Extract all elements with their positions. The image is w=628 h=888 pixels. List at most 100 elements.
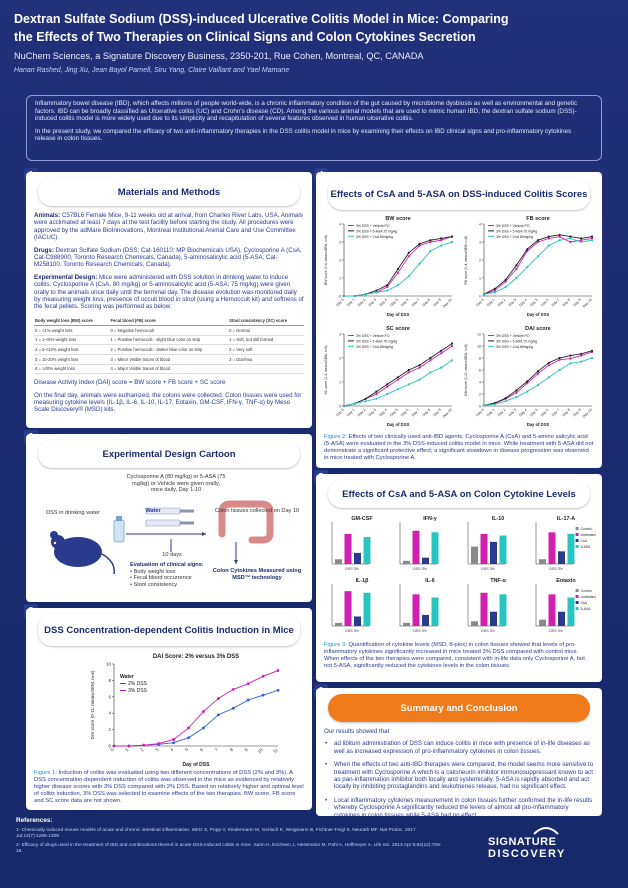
data-point — [375, 397, 378, 400]
data-point — [536, 255, 540, 258]
data-point — [342, 294, 346, 298]
data-point — [547, 237, 550, 240]
table-cell: 1 = Positive hemoccult - slight blue col… — [109, 335, 229, 346]
y-tick-label: 2 — [339, 259, 341, 263]
data-point — [396, 378, 400, 381]
panel-1-body: Animals: C57BL6 Female Mice, 9-11 weeks … — [34, 212, 304, 419]
data-point — [375, 392, 378, 396]
summary-item: When the effects of two anti-IBD therapi… — [324, 761, 594, 791]
series-line — [344, 236, 453, 297]
legend-title: Water — [120, 674, 134, 680]
data-point — [187, 736, 190, 740]
cytokine-panel-title: IL-17-A — [557, 516, 575, 522]
data-point — [342, 404, 346, 408]
data-point — [261, 693, 265, 697]
data-point — [429, 240, 432, 244]
data-point — [407, 383, 410, 386]
x-axis-label: Day of DSS — [183, 762, 211, 768]
chart-title: FB score — [526, 216, 550, 222]
x-tick-label: Day 4 — [378, 298, 387, 307]
cytokine-bar — [499, 594, 507, 626]
data-point — [157, 742, 161, 745]
intro-paragraph-1: Inflammatory bowel disease (IBD), which … — [35, 100, 578, 123]
legend-label: 2% DSS — [128, 681, 148, 687]
data-point — [440, 349, 443, 352]
data-point — [142, 743, 146, 747]
evaluation-item: • Body weight loss — [130, 568, 176, 575]
data-point — [536, 239, 540, 242]
x-tick-label: Day 5 — [529, 408, 538, 417]
water-bottle-icon — [113, 516, 125, 543]
panel-dss-concentration: DSS Concentration-dependent Colitis Indu… — [26, 608, 312, 810]
data-point — [418, 244, 421, 247]
data-point — [547, 364, 550, 367]
group-label: DSS 3% — [481, 567, 495, 571]
y-tick-label: 4 — [479, 223, 481, 227]
legend-label: 3% DSS + Vehicle PO — [496, 334, 530, 338]
legend-label: CsA — [581, 601, 588, 605]
panel-1-title: Materials and Methods — [38, 178, 300, 206]
x-tick-label: Day 1 — [346, 408, 355, 417]
evaluation-item: • Stool consistency — [130, 581, 178, 588]
cytokine-bar — [548, 594, 556, 626]
logo-mark-icon — [533, 827, 559, 835]
x-tick-label: 3 — [154, 747, 160, 753]
data-point — [482, 404, 486, 407]
chart-title: BW score — [385, 216, 410, 222]
data-point — [569, 237, 572, 240]
data-point — [440, 239, 443, 242]
x-tick-label: 4 — [169, 747, 175, 753]
panel-6-title: Summary and Conclusion — [328, 694, 590, 722]
legend-label: 3% DSS + Vehicle PO — [356, 334, 390, 338]
data-point — [429, 371, 432, 374]
x-tick-label: 5 — [184, 747, 190, 753]
legend-label: Control — [581, 589, 592, 593]
data-point — [429, 356, 432, 360]
data-point — [493, 291, 496, 294]
table-row: 3 = 10-20% weight loss 3 = Minor Visible … — [34, 354, 304, 365]
x-tick-label: 0 — [109, 747, 115, 753]
data-point — [590, 239, 594, 242]
data-point — [558, 235, 561, 238]
table-cell: 0 = <1% weight loss — [34, 325, 110, 336]
table-cell: 4 = Major Visible traces of blood — [109, 364, 229, 375]
cytokine-panel-title: TNF-α — [490, 578, 506, 584]
data-point — [515, 264, 518, 267]
y-tick-label: 10 — [477, 345, 481, 349]
animals-paragraph: Animals: C57BL6 Female Mice, 9-11 weeks … — [34, 212, 303, 242]
series-line — [483, 350, 593, 406]
treatment-label: Cyclosporine A (80 mg/kg) or 5-ASA (75 m… — [126, 474, 226, 494]
table-header: Stool consistency (SC) score — [228, 315, 304, 327]
y-tick-label: 1 — [339, 277, 341, 281]
y-tick-label: 1 — [339, 381, 341, 385]
x-tick-label: Day 4 — [518, 408, 527, 417]
x-tick-label: 1 — [124, 747, 130, 753]
data-point — [515, 395, 518, 399]
data-point — [127, 744, 131, 748]
legend-label: 3% DSS + 5-ASA 75 mg/kg — [496, 229, 537, 233]
x-tick-label: Day 1 — [346, 298, 355, 307]
data-point — [515, 276, 518, 280]
data-point — [418, 364, 421, 367]
cytokine-bar — [567, 597, 575, 626]
x-tick-label: Day 8 — [562, 408, 571, 417]
x-tick-label: Day 2 — [357, 298, 366, 307]
y-axis-label: SC score (0-3, mean±SEM, n=8) — [324, 345, 328, 394]
y-tick-label: 2 — [479, 259, 481, 263]
table-cell: 2 = Positive hemoccult - darker blue col… — [109, 344, 229, 356]
y-tick-label: 0 — [339, 295, 341, 299]
x-tick-label: Day 0 — [335, 408, 344, 417]
legend-label: Control — [581, 527, 592, 531]
data-point — [112, 744, 116, 748]
x-tick-label: Day 9 — [432, 298, 441, 307]
x-tick-label: 6 — [199, 747, 205, 753]
y-axis-label: DAI score (0-11, mean±SEM, n=6) — [90, 670, 95, 739]
y-tick-label: 0 — [479, 405, 481, 409]
legend-label: 3% DSS + Vehicle PO — [496, 224, 530, 228]
data-point — [202, 710, 205, 713]
data-point — [353, 402, 356, 405]
drugs-paragraph: Drugs: Dextran Sulfate Sodium (DSS; Cat-… — [34, 246, 302, 269]
data-point — [375, 390, 378, 393]
